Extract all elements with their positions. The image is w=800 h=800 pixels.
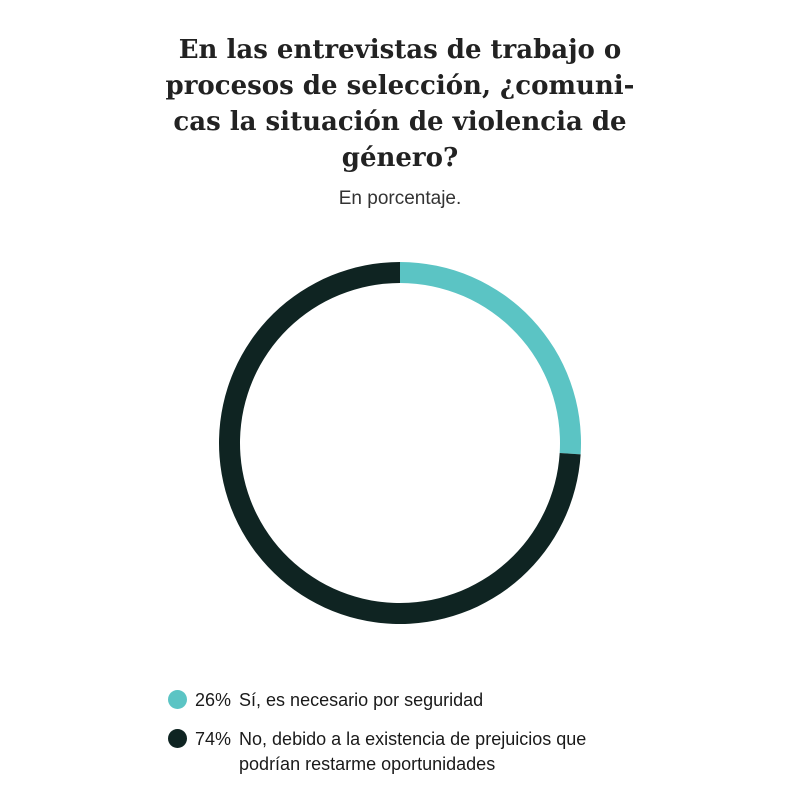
donut-slice-si xyxy=(400,262,581,455)
chart-legend: 26% Sí, es necesario por seguridad 74% N… xyxy=(168,688,728,791)
legend-item-si: 26% Sí, es necesario por seguridad xyxy=(168,688,728,713)
legend-swatch-si xyxy=(168,690,187,709)
legend-value-si: 26% xyxy=(195,690,232,710)
legend-item-no: 74% No, debido a la existencia de prejui… xyxy=(168,727,728,777)
chart-title: En las entrevistas de trabajo o procesos… xyxy=(165,35,635,173)
legend-label-si: Sí, es necesario por seguridad xyxy=(239,690,484,710)
legend-value-no: 74% xyxy=(195,729,232,749)
chart-subtitle: En porcentaje. xyxy=(338,188,462,209)
legend-label-no: No, debido a la existencia de prejuicios… xyxy=(239,729,587,774)
legend-swatch-no xyxy=(168,729,187,748)
